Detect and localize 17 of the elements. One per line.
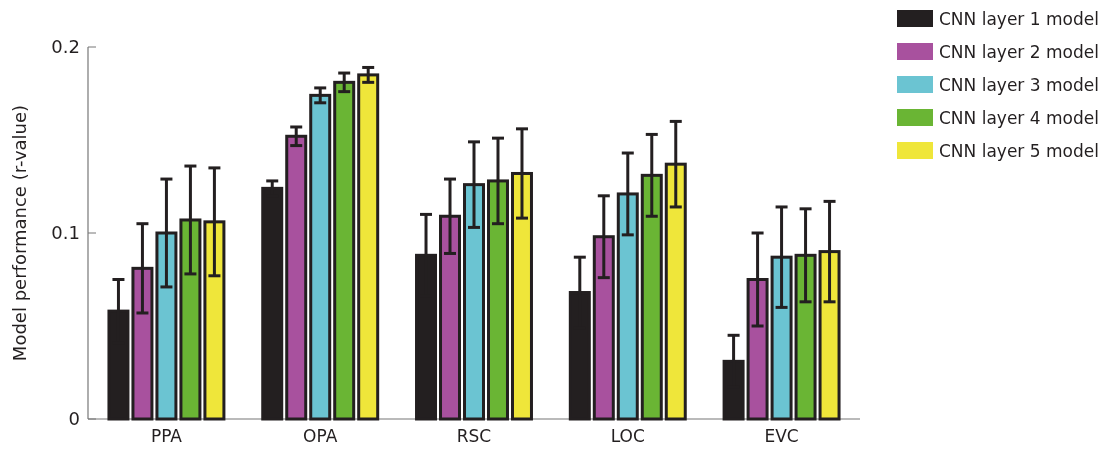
legend-label: CNN layer 2 model	[939, 41, 1099, 62]
y-tick-label: 0	[68, 408, 80, 430]
y-axis-title: Model performance (r-value)	[9, 104, 30, 362]
legend-label: CNN layer 3 model	[939, 74, 1099, 95]
x-tick-label: LOC	[610, 426, 645, 446]
legend-label: CNN layer 5 model	[939, 140, 1099, 161]
x-tick-label: PPA	[150, 426, 183, 446]
y-tick-label: 0.1	[51, 222, 80, 244]
legend-label: CNN layer 4 model	[939, 107, 1099, 128]
bar	[309, 93, 332, 421]
bar	[261, 186, 284, 421]
bar	[357, 73, 380, 421]
x-tick-label: OPA	[303, 426, 338, 446]
legend-label: CNN layer 1 model	[939, 8, 1099, 29]
x-tick-label: EVC	[764, 426, 799, 446]
x-tick-label: RSC	[456, 426, 492, 446]
y-tick-label: 0.2	[51, 36, 80, 58]
